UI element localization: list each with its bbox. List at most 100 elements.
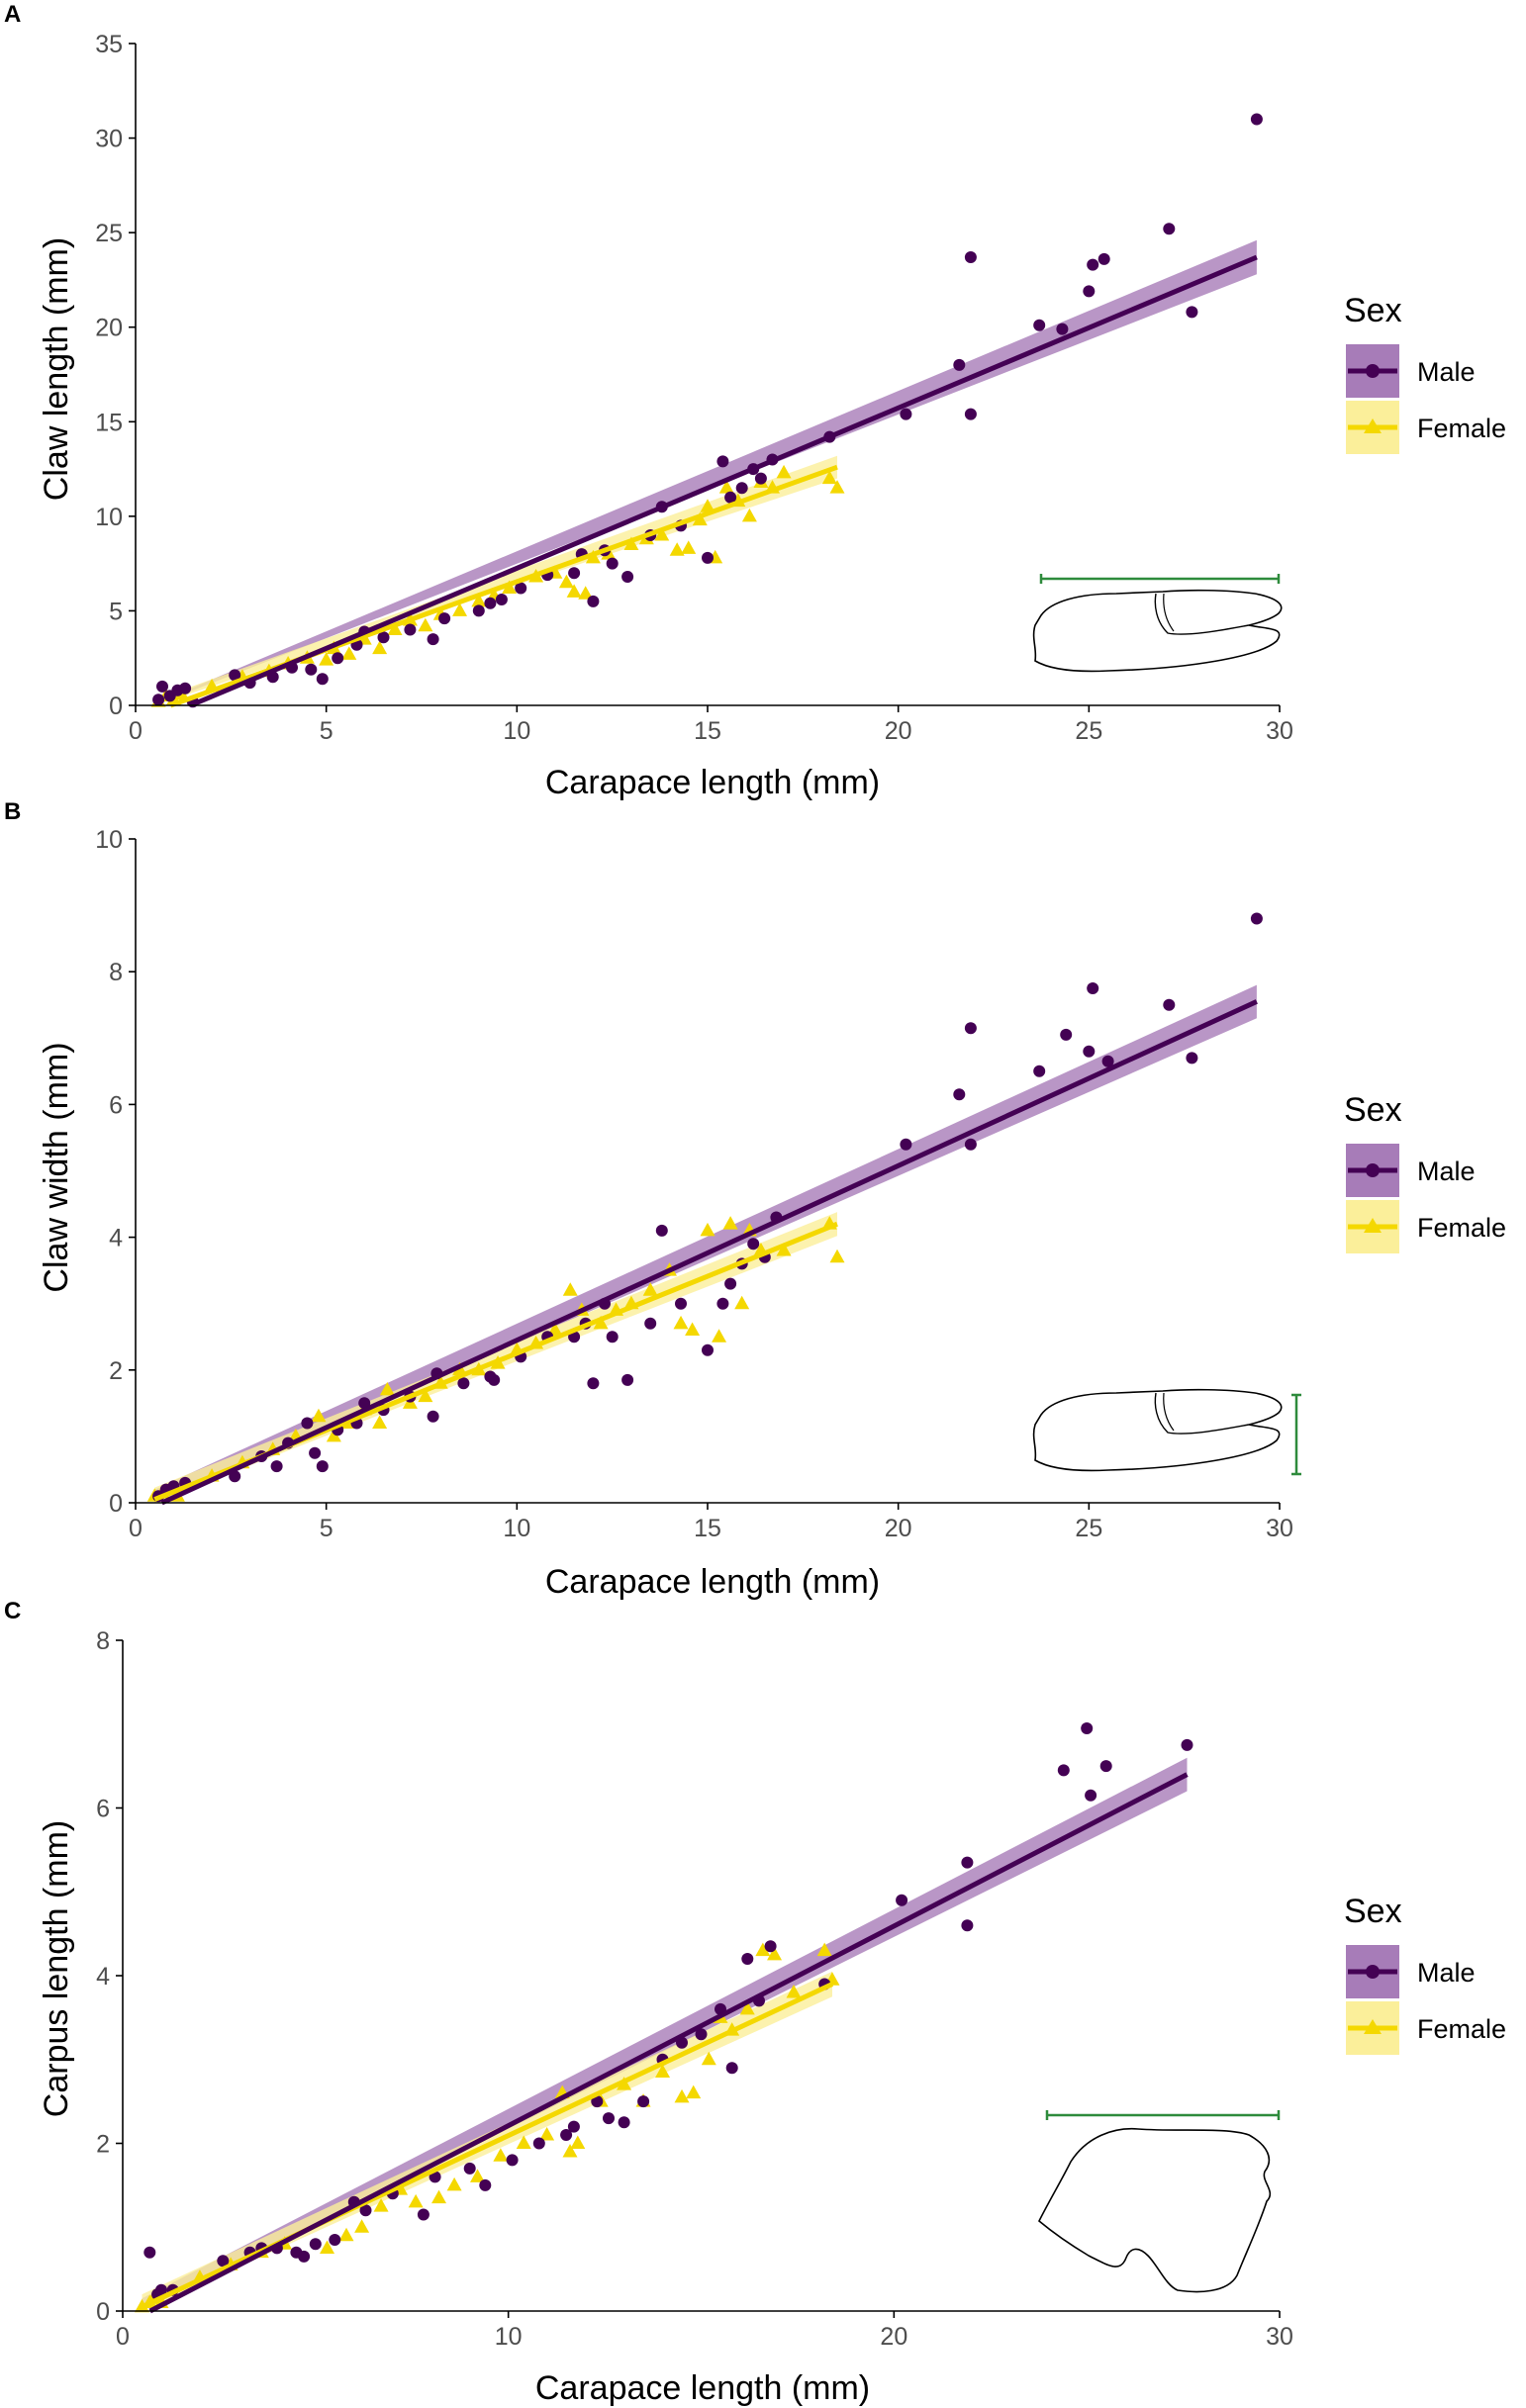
panel-c-male-point: [463, 2162, 476, 2175]
panel-c-male-point: [591, 2095, 604, 2108]
panel-a-female-point: [718, 480, 734, 494]
panel-a-male-point: [179, 682, 192, 695]
panel-a-y-tick-label: 0: [109, 693, 123, 720]
legend-female-marker: [1364, 2019, 1382, 2034]
panel-c-male-point: [417, 2208, 429, 2221]
carpus-outline: [1038, 2127, 1272, 2293]
panel-a-female-point: [341, 646, 357, 660]
panel-b-female-point: [712, 1329, 727, 1343]
panel-a-legend: Sex Male Female: [1344, 292, 1506, 454]
panel-c-male-point: [1085, 1789, 1097, 1802]
panel-a-male-point: [404, 623, 417, 636]
panel-a-female-point: [578, 586, 594, 600]
panel-a-female-point: [372, 640, 388, 655]
panel-c-x-tick-label: 0: [116, 2323, 130, 2351]
panel-b-male-point: [724, 1277, 737, 1290]
panel-b-x-axis-title: Carapace length (mm): [545, 1563, 880, 1601]
panel-b-x-tick-label: 30: [1266, 1515, 1293, 1542]
panel-a-male-regression-line: [189, 254, 1258, 708]
legend-male-marker: [1366, 364, 1380, 378]
panel-a-legend-female-key: [1346, 401, 1399, 454]
panel-a-legend-male-label: Male: [1417, 357, 1476, 387]
panel-b-x-tick-label: 10: [503, 1515, 530, 1542]
panel-c-male-point: [764, 1940, 777, 1953]
panel-b-y-tick-label: 0: [109, 1490, 123, 1518]
panel-c-male-point: [961, 1919, 974, 1932]
panel-c-female-point: [767, 1946, 783, 1961]
panel-c-male-point: [479, 2178, 492, 2191]
panel-c-female-point: [408, 2193, 424, 2208]
panel-b-female-point: [372, 1415, 388, 1429]
panel-a-male-point: [1097, 252, 1110, 265]
panel-a-male-point: [377, 631, 390, 644]
panel-b-male-point: [1083, 1045, 1096, 1058]
panel-a-x-tick-label: 0: [129, 717, 143, 745]
panel-c-legend-title: Sex: [1344, 1893, 1402, 1930]
panel-c-male-point: [637, 2095, 650, 2108]
panel-a-y-tick-label: 25: [95, 220, 123, 247]
panel-b-axes: 0 5 10 15 20 25 30 0 2 4 6 8 10: [95, 826, 1293, 1542]
panel-c-female-point: [562, 2143, 578, 2158]
panel-a-male-point: [953, 358, 966, 371]
panel-a: A 0 5 10 15 20 25 30 0 5 10 15 20 25 30 35 Carapace le…: [4, 1, 1506, 801]
panel-c-x-axis-title: Carapace length (mm): [535, 2369, 870, 2407]
panel-a-male-point: [1186, 306, 1198, 319]
panel-b-female-point: [593, 1315, 609, 1330]
panel-a-male-point: [1056, 323, 1069, 335]
panel-a-male-point: [1087, 258, 1099, 271]
panel-b-claw-inset: [1032, 1388, 1301, 1476]
panel-c-x-tick-label: 20: [880, 2323, 907, 2351]
panel-c-male-point: [155, 2283, 167, 2296]
panel-c-female-point: [320, 2240, 335, 2254]
panel-a-male-point: [724, 491, 737, 504]
panel-b-x-tick-label: 15: [694, 1515, 721, 1542]
panel-b-female-point: [326, 1428, 341, 1442]
legend-male-marker: [1366, 1163, 1380, 1177]
panel-b-male-point: [675, 1297, 687, 1310]
panel-c-female-point: [493, 2148, 509, 2162]
panel-c-male-point: [618, 2116, 630, 2129]
panel-b-female-point: [562, 1282, 578, 1296]
panel-a-y-tick-label: 20: [95, 315, 123, 342]
panel-b-male-point: [1163, 998, 1176, 1011]
panel-c-female-point: [655, 2064, 671, 2078]
panel-a-axes: 0 5 10 15 20 25 30 0 5 10 15 20 25 30 35: [95, 31, 1293, 745]
panel-b-male-point: [587, 1377, 600, 1390]
panel-c-legend-male-key: [1346, 1945, 1399, 1998]
panel-c-y-tick-label: 4: [96, 1963, 110, 1991]
panel-a-male-point: [152, 694, 165, 706]
panel-a-female-point: [566, 584, 582, 598]
panel-c-y-axis-title: Carpus length (mm): [38, 1820, 75, 2117]
panel-a-male-point: [735, 482, 748, 495]
panel-c-male-point: [603, 2112, 615, 2125]
panel-a-female-point: [452, 602, 468, 616]
panel-b-male-point: [1250, 912, 1263, 925]
panel-b-legend-female-label: Female: [1417, 1213, 1506, 1243]
panel-a-female-point: [558, 574, 574, 589]
panel-c-legend-male-label: Male: [1417, 1958, 1476, 1988]
claw-dactyl-outline: [1154, 1392, 1250, 1435]
panel-b-male-point: [1101, 1055, 1114, 1067]
panel-b-male-point: [747, 1238, 760, 1250]
panel-a-male-point: [316, 673, 329, 686]
panel-a-female-point: [319, 652, 334, 666]
panel-a-x-axis-title: Carapace length (mm): [545, 764, 880, 801]
panel-b-y-tick-label: 8: [109, 959, 123, 986]
panel-c-female-point: [539, 2127, 555, 2141]
panel-a-x-tick-label: 30: [1266, 717, 1293, 745]
panel-b-male-point: [309, 1446, 322, 1459]
panel-c-legend-female-label: Female: [1417, 2014, 1506, 2044]
panel-c-male-point: [961, 1856, 974, 1869]
panel-a-female-point: [776, 464, 792, 479]
panel-a-female-point: [387, 621, 403, 636]
panel-a-male-point: [1033, 319, 1046, 331]
panel-b-male-point: [427, 1410, 439, 1423]
panel-b-male-point: [1033, 1065, 1046, 1077]
panel-a-letter: A: [4, 1, 21, 28]
panel-c-male-point: [506, 2154, 519, 2167]
panel-a-y-axis-title: Claw length (mm): [38, 237, 75, 501]
panel-a-y-tick-label: 35: [95, 31, 123, 58]
panel-a-male-point: [229, 669, 241, 682]
panel-b-x-tick-label: 0: [129, 1515, 143, 1542]
panel-a-male-point: [716, 455, 729, 468]
